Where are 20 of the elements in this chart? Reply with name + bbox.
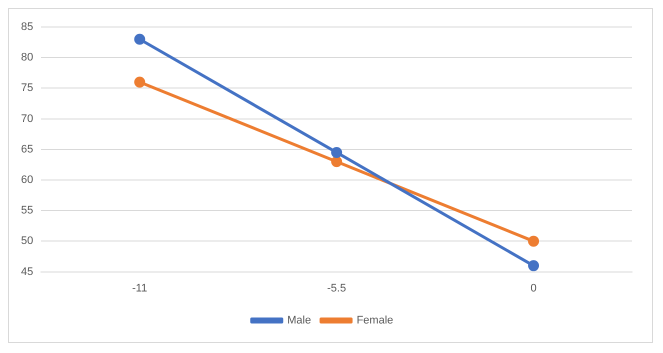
point xyxy=(528,236,540,247)
y-tick-label: 45 xyxy=(20,266,34,278)
y-tick-label: 70 xyxy=(20,112,34,125)
y-tick-label: 65 xyxy=(20,143,34,156)
legend-label: Male xyxy=(287,314,312,327)
point xyxy=(134,76,146,88)
y-tick-label: 80 xyxy=(20,52,34,64)
x-tick-label: 0 xyxy=(530,282,537,294)
point xyxy=(134,34,146,45)
y-tick-label: 55 xyxy=(20,204,34,217)
point xyxy=(331,146,342,158)
x-tick-label: -11 xyxy=(132,282,148,294)
x-tick-label: -5.5 xyxy=(327,282,346,294)
point xyxy=(528,260,540,272)
y-tick-label: 85 xyxy=(20,21,34,34)
point xyxy=(331,156,342,168)
y-tick-label: 50 xyxy=(20,235,34,248)
y-tick-label: 60 xyxy=(20,174,34,186)
legend-label: Female xyxy=(356,314,394,327)
y-tick-label: 75 xyxy=(20,82,34,94)
